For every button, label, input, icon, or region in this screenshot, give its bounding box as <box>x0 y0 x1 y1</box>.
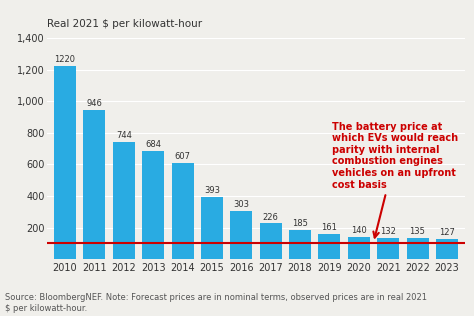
Text: 744: 744 <box>116 131 132 140</box>
Bar <box>319 234 340 259</box>
Bar <box>436 239 458 259</box>
Text: 161: 161 <box>321 223 337 232</box>
Text: 946: 946 <box>86 99 102 108</box>
Bar <box>289 230 311 259</box>
Text: 140: 140 <box>351 226 367 235</box>
Text: The battery price at
which EVs would reach
parity with internal
combustion engin: The battery price at which EVs would rea… <box>332 122 458 238</box>
Text: Source: BloombergNEF. Note: Forecast prices are in nominal terms, observed price: Source: BloombergNEF. Note: Forecast pri… <box>5 294 427 313</box>
Bar <box>83 110 105 259</box>
Bar <box>407 238 428 259</box>
Bar <box>113 142 135 259</box>
Text: 607: 607 <box>174 152 191 161</box>
Bar <box>54 66 76 259</box>
Text: 226: 226 <box>263 213 279 222</box>
Bar <box>348 237 370 259</box>
Text: Real 2021 $ per kilowatt-hour: Real 2021 $ per kilowatt-hour <box>47 19 202 29</box>
Text: 684: 684 <box>145 140 161 149</box>
Bar <box>201 197 223 259</box>
Bar <box>142 151 164 259</box>
Text: 132: 132 <box>380 228 396 236</box>
Text: 393: 393 <box>204 186 220 195</box>
Text: 1220: 1220 <box>55 56 75 64</box>
Bar <box>260 223 282 259</box>
Bar <box>230 211 252 259</box>
Text: 303: 303 <box>233 200 249 209</box>
Bar <box>172 163 193 259</box>
Text: 127: 127 <box>439 228 455 237</box>
Bar <box>377 238 399 259</box>
Text: 135: 135 <box>410 227 426 236</box>
Text: 185: 185 <box>292 219 308 228</box>
